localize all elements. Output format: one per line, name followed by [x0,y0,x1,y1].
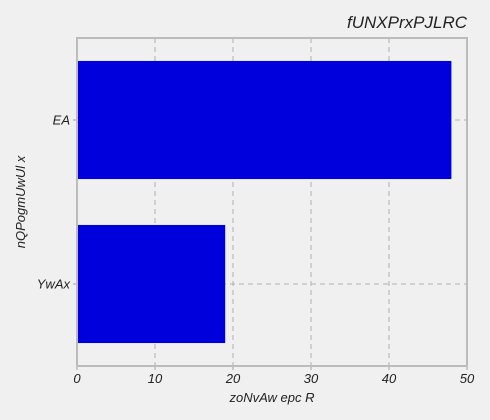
y-tick-label: YwAx [37,277,71,292]
bar-ea [77,60,452,180]
x-tick-label: 10 [148,371,163,386]
x-tick-label: 40 [382,371,397,386]
chart-title: fUNXPrxPJLRC [347,13,468,32]
plot-frame [76,37,468,367]
y-axis-label: nQPogmUwUl x [13,155,28,248]
bar-ywax [77,224,226,344]
x-axis-label: zoNvAw epc R [228,390,314,405]
x-tick-label: 30 [304,371,319,386]
bars [77,60,452,344]
x-tick-label: 0 [73,371,81,386]
x-tick-label: 50 [460,371,475,386]
y-tick-label: EA [53,113,70,128]
x-tick-label: 20 [225,371,241,386]
axis-ticks: 0 10 20 30 40 50 EA YwAx [37,113,475,387]
